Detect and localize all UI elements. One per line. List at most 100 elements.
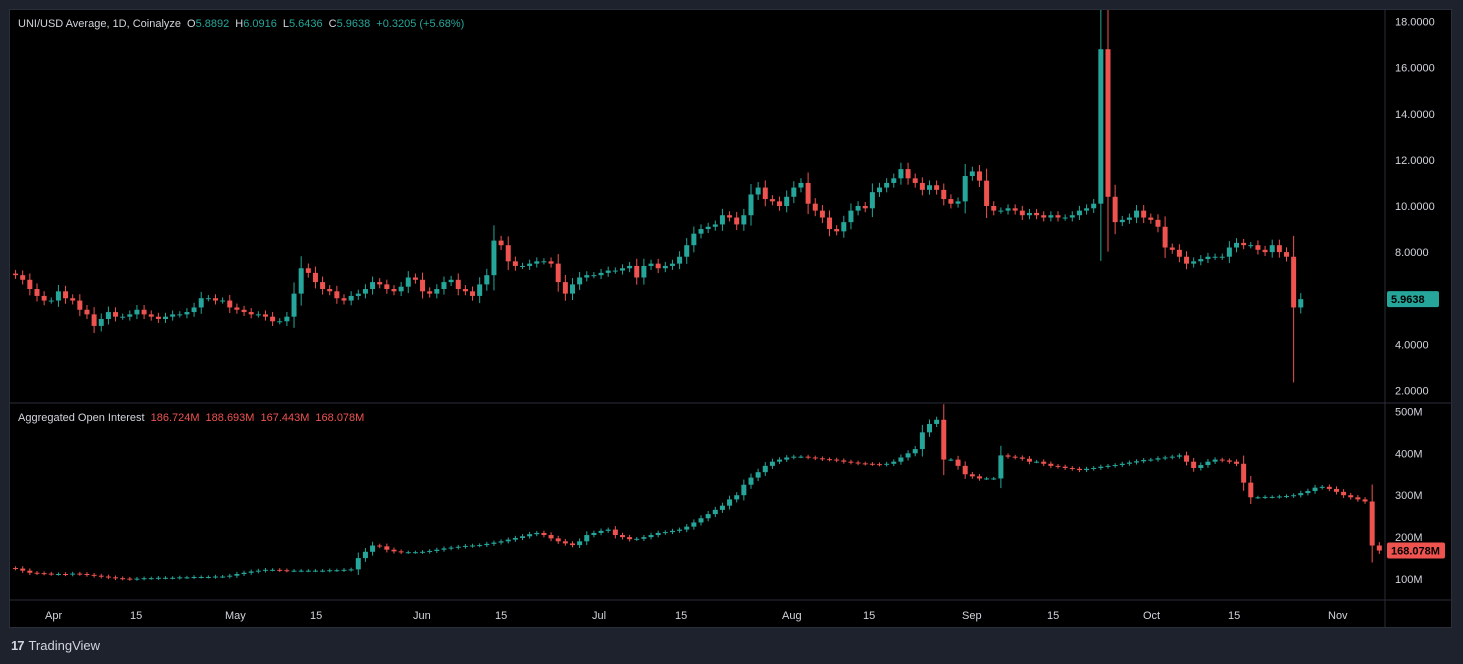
price-candle-body [320,282,326,290]
oi-candle-body [284,570,290,572]
oi-candle-body [220,576,226,578]
oi-candle-body [163,577,169,579]
oi-candle-body [248,571,254,573]
price-candle-body [948,199,954,204]
oi-candle-body [34,572,40,574]
price-candle-body [1055,215,1061,218]
price-candle-body [555,263,561,283]
oi-candle-body [684,526,690,530]
oi-candle-body [891,461,897,464]
oi-candle-body [491,542,497,544]
price-candle-body [398,286,404,292]
oi-candle-body [341,569,347,571]
price-candle-body [1048,215,1054,218]
price-candle-body [362,289,368,294]
oi-candle-body [70,573,76,575]
price-candle-body [541,261,547,263]
oi-candle-body [234,574,240,576]
oi-candle-body [477,545,483,547]
price-candle-body [234,307,240,310]
price-y-tick-label: 16.0000 [1395,63,1435,75]
price-candle-body [855,206,861,211]
price-candle-body [120,316,126,318]
price-candle-body [527,263,533,266]
price-candle-body [719,215,725,225]
oi-candle-body [1255,497,1261,499]
oi-candle-body [584,535,590,542]
price-candle-body [427,291,433,294]
oi-candle-body [1069,467,1075,469]
oi-candle-body [455,546,461,548]
oi-y-tick-label: 300M [1395,490,1423,502]
price-y-tick-label: 10.0000 [1395,201,1435,213]
price-candle-body [170,314,176,317]
price-candle-body [291,293,297,317]
price-candle-body [662,265,668,269]
oi-candle-body [1219,459,1225,461]
price-candle-body [1148,217,1154,220]
oi-candle-body [427,550,433,552]
oi-candle-body [298,570,304,572]
oi-candle-body [548,535,554,539]
oi-candle-body [355,558,361,570]
symbol-title[interactable]: UNI/USD Average, 1D, Coinalyze [18,18,182,30]
close-label: C [328,18,337,30]
price-candle-body [41,295,47,301]
oi-candle-body [1034,461,1040,463]
oi-candle-body [127,578,133,580]
price-candle-body [298,268,304,294]
price-candle-body [934,185,940,190]
price-candle-body [262,314,268,317]
oi-y-tick-label: 100M [1395,574,1423,586]
price-candle-body [484,275,490,285]
price-candle-body [962,176,968,202]
oi-candle-body [334,570,340,572]
oi-candle-body [1205,461,1211,466]
price-candle-body [405,277,411,287]
price-candle-body [912,178,918,183]
price-candle-body [384,284,390,290]
oi-candle-body [377,545,383,547]
price-candle-body [270,316,276,322]
price-candle-body [470,291,476,296]
oi-candle-body [1148,459,1154,461]
price-candle-body [691,233,697,246]
oi-candle-body [562,541,568,544]
price-candle-body [312,272,318,283]
price-candle-body [641,265,647,278]
price-candle-body [1005,208,1011,211]
price-candle-body [177,314,183,316]
price-candle-body [277,321,283,323]
price-candle-body [798,182,804,188]
price-candle-body [55,291,61,301]
oi-candle-body [520,536,526,538]
price-candle-body [1269,245,1275,253]
price-candle-body [919,182,925,190]
oi-candle-body [1369,501,1375,546]
oi-candle-body [170,577,176,579]
oi-candle-body [398,551,404,553]
price-candle-body [1248,245,1254,247]
oi-candle-body [926,423,932,433]
price-candle-body [127,314,133,317]
price-candle-body [1062,217,1068,219]
price-candle-body [755,187,761,195]
tradingview-attribution[interactable]: 17 TradingView [11,638,100,653]
oi-candle-body [141,578,147,580]
oi-candle-body [848,461,854,463]
chart-frame: 18.0000 16.0000 14.0000 12.0000 10.0000 8.000… [9,9,1452,628]
oi-candle-body [505,539,511,542]
oi-candle-body [1291,495,1297,497]
oi-candle-body [605,529,611,531]
price-candle-body [1241,242,1247,246]
price-candle-body [1155,219,1161,227]
chart-canvas[interactable]: 18.0000 16.0000 14.0000 12.0000 10.0000 8.000… [10,10,1451,627]
price-candle-body [862,206,868,209]
price-candle-body [827,217,833,230]
oi-candle-body [884,463,890,465]
oi-candle-body [612,529,618,536]
price-candle-body [684,245,690,257]
price-candle-body [1012,208,1018,211]
oi-title[interactable]: Aggregated Open Interest [18,412,145,424]
oi-candle-body [1005,455,1011,457]
